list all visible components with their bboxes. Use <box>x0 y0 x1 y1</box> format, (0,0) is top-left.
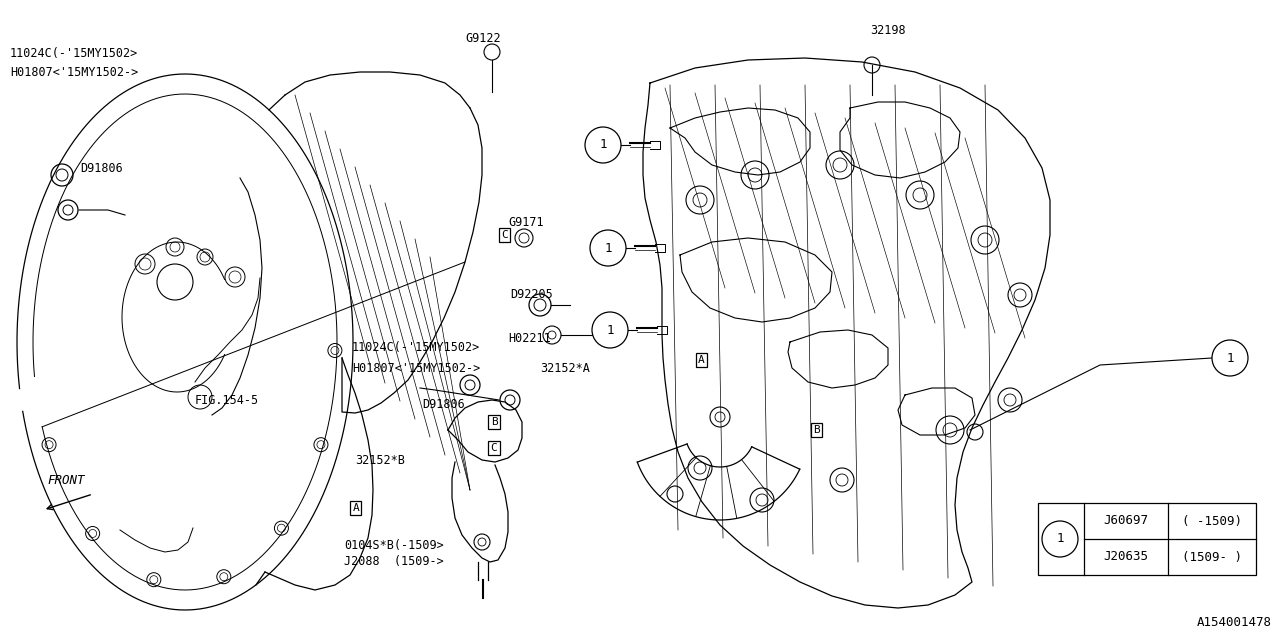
Text: 1: 1 <box>1056 532 1064 545</box>
Circle shape <box>1042 521 1078 557</box>
Text: D91806: D91806 <box>79 161 123 175</box>
Text: 32152*B: 32152*B <box>355 454 404 467</box>
Text: J2088  (1509->: J2088 (1509-> <box>344 556 444 568</box>
Text: D92205: D92205 <box>509 289 553 301</box>
Text: B: B <box>813 425 820 435</box>
Text: C: C <box>490 443 498 453</box>
Bar <box>1038 503 1256 575</box>
Text: 1: 1 <box>607 323 613 337</box>
Text: A: A <box>698 355 705 365</box>
Circle shape <box>590 230 626 266</box>
Text: A: A <box>352 503 360 513</box>
Text: H01807<'15MY1502->: H01807<'15MY1502-> <box>10 65 138 79</box>
Circle shape <box>591 312 628 348</box>
Text: C: C <box>500 230 508 240</box>
Text: H01807<'15MY1502->: H01807<'15MY1502-> <box>352 362 480 374</box>
Text: J20635: J20635 <box>1103 550 1148 563</box>
Circle shape <box>585 127 621 163</box>
Text: 11024C(-'15MY1502>: 11024C(-'15MY1502> <box>352 342 480 355</box>
Text: FRONT: FRONT <box>47 474 84 486</box>
Text: 0104S*B(-1509>: 0104S*B(-1509> <box>344 540 444 552</box>
Text: G9122: G9122 <box>465 31 500 45</box>
Text: G9171: G9171 <box>508 216 544 228</box>
Text: FIG.154-5: FIG.154-5 <box>195 394 259 406</box>
Text: B: B <box>490 417 498 427</box>
Text: 32198: 32198 <box>870 24 906 36</box>
Text: A154001478: A154001478 <box>1197 616 1272 628</box>
Text: 1: 1 <box>599 138 607 152</box>
Text: ( -1509): ( -1509) <box>1181 515 1242 527</box>
Text: 32152*A: 32152*A <box>540 362 590 374</box>
Text: 1: 1 <box>1226 351 1234 365</box>
Text: 11024C(-'15MY1502>: 11024C(-'15MY1502> <box>10 47 138 61</box>
Text: J60697: J60697 <box>1103 515 1148 527</box>
Text: H02211: H02211 <box>508 332 550 344</box>
Text: 1: 1 <box>604 241 612 255</box>
Text: D91806: D91806 <box>422 399 465 412</box>
Circle shape <box>1212 340 1248 376</box>
Text: (1509- ): (1509- ) <box>1181 550 1242 563</box>
